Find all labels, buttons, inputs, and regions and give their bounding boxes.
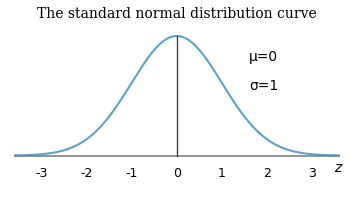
Text: μ=0: μ=0 xyxy=(249,50,278,64)
Text: σ=1: σ=1 xyxy=(249,79,278,93)
Title: The standard normal distribution curve: The standard normal distribution curve xyxy=(37,7,317,21)
Text: z: z xyxy=(334,161,341,175)
